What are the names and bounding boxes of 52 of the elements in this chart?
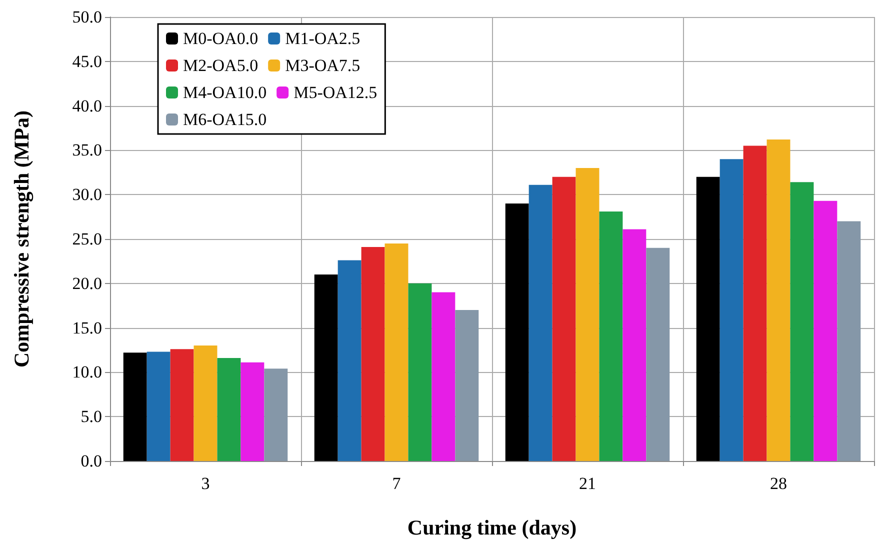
bar [622,229,646,461]
bar [576,168,600,461]
y-tick-label: 20.0 [72,274,102,293]
bar [240,362,264,461]
legend-label: M4-OA10.0 [183,83,267,102]
bar [146,352,170,461]
bar [552,176,576,461]
y-tick-label: 40.0 [72,96,102,116]
bar [123,352,147,461]
bar [170,349,194,461]
bar [361,246,385,461]
bar [455,310,479,461]
bar [720,159,744,461]
bar [194,346,218,461]
bar [599,211,623,461]
y-tick-label: 25.0 [72,230,102,248]
legend-label: M2-OA5.0 [183,56,258,75]
bar [790,182,814,461]
bar [505,203,529,461]
x-tick-label: 21 [579,474,596,493]
y-tick-label: 15.0 [72,318,102,338]
y-tick-label: 0.0 [80,452,102,470]
bar [432,292,456,461]
bar [696,176,720,461]
bar [837,221,861,461]
y-tick-label: 30.0 [72,185,102,204]
bar [743,146,767,461]
bar [646,248,670,461]
x-tick-label: 28 [770,474,787,493]
y-tick-label: 5.0 [80,407,102,426]
legend-label: M5-OA12.5 [294,83,378,102]
y-axis-title: Compressive strength (MPa) [10,110,34,368]
bar [314,274,338,461]
legend-label: M0-OA0.0 [183,29,258,48]
x-tick-label: 7 [392,474,402,493]
legend-label: M6-OA15.0 [183,110,267,129]
legend-label: M3-OA7.5 [285,56,360,75]
y-tick-label: 10.0 [72,362,102,382]
bar [766,140,790,461]
bar [814,200,838,461]
x-tick-label: 3 [201,474,210,493]
bar [528,184,552,461]
y-tick-label: 50.0 [72,8,102,26]
x-axis-title: Curing time (days) [407,516,577,540]
bar [264,368,288,461]
y-tick-label: 45.0 [72,52,102,71]
bar [408,283,432,461]
y-tick-label: 35.0 [72,140,102,160]
bar [384,243,408,461]
bar [217,358,241,461]
bar [338,260,362,461]
legend-label: M1-OA2.5 [285,29,360,48]
